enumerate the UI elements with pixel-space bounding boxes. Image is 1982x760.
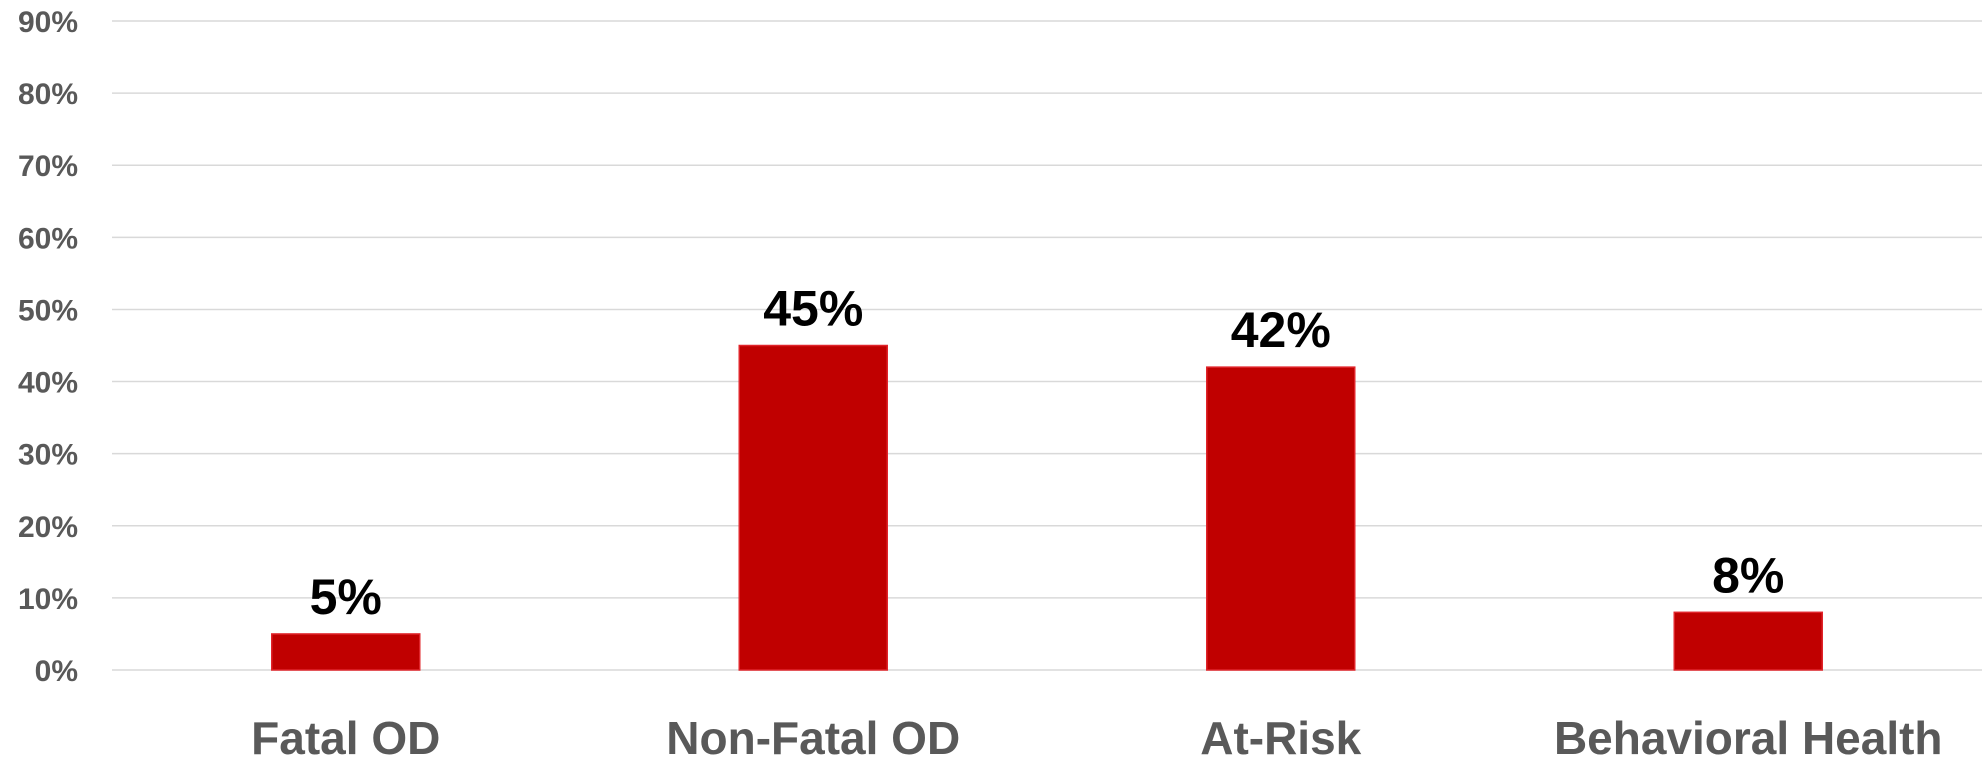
y-tick-label: 20% [18,511,78,544]
y-tick-label: 0% [35,655,78,688]
bar [271,633,421,671]
x-tick-label: Non-Fatal OD [666,712,960,760]
y-tick-label: 30% [18,439,78,472]
bar [1206,366,1356,671]
bars [271,344,1823,671]
y-tick-label: 60% [18,222,78,255]
gridlines [112,20,1982,671]
y-tick-label: 10% [18,583,78,616]
data-label: 5% [310,569,382,625]
y-tick-label: 40% [18,367,78,400]
x-tick-label: Fatal OD [251,712,440,760]
x-tick-label: Behavioral Health [1554,712,1943,760]
data-label: 42% [1231,302,1331,358]
x-axis-ticks: Fatal OD Non-Fatal OD At-Risk Behavioral He… [251,712,1942,760]
y-axis-ticks: 0% 10% 20% 30% 40% 50% 60% 70% 80% 90% [18,6,78,688]
y-tick-label: 80% [18,78,78,111]
data-label: 45% [763,281,863,337]
x-tick-label: At-Risk [1200,712,1361,760]
bar [738,344,888,671]
data-label: 8% [1712,547,1784,603]
y-tick-label: 50% [18,294,78,327]
y-tick-label: 90% [18,6,78,39]
bar [1673,611,1823,671]
data-labels: 5% 45% 42% 8% [310,281,1785,625]
y-tick-label: 70% [18,150,78,183]
